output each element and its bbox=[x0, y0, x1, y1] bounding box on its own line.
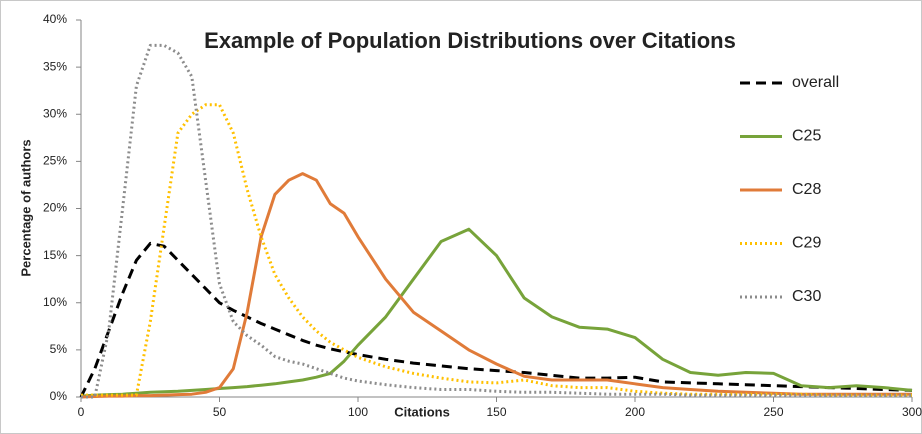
x-axis-label: Citations bbox=[394, 404, 450, 419]
x-tick-label: 100 bbox=[348, 405, 368, 419]
x-tick-label: 300 bbox=[902, 405, 922, 419]
x-tick-label: 50 bbox=[213, 405, 227, 419]
series-line bbox=[80, 227, 913, 398]
legend-label: C25 bbox=[792, 128, 821, 145]
x-tick-label: 150 bbox=[486, 405, 506, 419]
legend-label: C28 bbox=[792, 181, 821, 198]
x-tick-label: 200 bbox=[625, 405, 645, 419]
x-tick-label: 250 bbox=[763, 405, 783, 419]
y-axis-label: Percentage of authors bbox=[18, 139, 33, 276]
legend-label: C29 bbox=[792, 235, 821, 252]
y-tick-label: 20% bbox=[43, 201, 67, 215]
series-line bbox=[81, 43, 912, 399]
y-tick-label: 10% bbox=[43, 295, 67, 309]
y-tick-label: 0% bbox=[50, 389, 68, 403]
y-tick-label: 25% bbox=[43, 154, 67, 168]
y-tick-label: 5% bbox=[50, 342, 68, 356]
series-line bbox=[80, 172, 912, 399]
y-tick-label: 30% bbox=[43, 106, 67, 120]
legend-label: overall bbox=[792, 74, 839, 91]
x-tick-label: 0 bbox=[78, 405, 85, 419]
y-tick-label: 35% bbox=[43, 59, 67, 73]
y-tick-label: 40% bbox=[43, 12, 67, 26]
chart-title: Example of Population Distributions over… bbox=[204, 28, 736, 53]
y-tick-label: 15% bbox=[43, 248, 67, 262]
legend-label: C30 bbox=[792, 288, 821, 305]
series-line bbox=[79, 241, 913, 398]
